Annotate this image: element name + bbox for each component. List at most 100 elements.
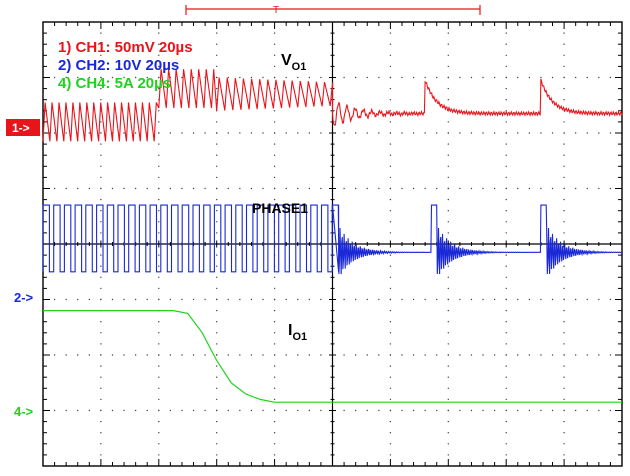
legend-ch4: 4) CH4: 5A 20µs <box>58 75 171 92</box>
grid-dot <box>100 176 102 179</box>
grid-dot <box>216 365 218 367</box>
grid-dot <box>273 376 276 378</box>
grid-dot <box>239 409 241 412</box>
grid-dot <box>100 143 102 145</box>
grid-dot <box>493 298 496 301</box>
grid-dot <box>100 376 102 378</box>
grid-dot <box>273 398 276 401</box>
grid-dot <box>273 443 276 445</box>
grid-dot <box>343 354 345 356</box>
grid-dot <box>563 221 565 223</box>
grid-dot <box>389 365 392 367</box>
grid-dot <box>563 76 565 79</box>
grid-dot <box>389 154 392 156</box>
grid-dot <box>158 343 160 345</box>
grid-dot <box>389 276 392 278</box>
grid-dot <box>517 76 519 79</box>
grid-dot <box>100 76 102 79</box>
grid-dot <box>158 154 160 156</box>
grid-dot <box>343 187 345 190</box>
grid-dot <box>158 298 160 301</box>
grid-dot <box>505 298 507 301</box>
grid-dot <box>551 354 554 356</box>
grid-dot <box>354 354 357 356</box>
grid-dot <box>389 110 392 112</box>
grid-dot <box>192 76 195 79</box>
grid-dot <box>493 187 496 190</box>
grid-dot <box>320 409 322 412</box>
grid-dot <box>343 76 345 79</box>
grid-dot <box>412 187 415 190</box>
grid-dot <box>459 132 461 134</box>
grid-dot <box>389 165 392 167</box>
grid-dot <box>470 409 473 412</box>
grid-dot <box>111 187 114 190</box>
grid-dot <box>389 387 392 389</box>
grid-dot <box>598 76 600 79</box>
grid-dot <box>366 409 368 412</box>
grid-dot <box>505 454 507 456</box>
grid-dot <box>273 420 276 423</box>
grid-dot <box>563 187 565 190</box>
grid-dot <box>389 265 392 267</box>
grid-dot <box>308 409 311 412</box>
grid-dot <box>216 321 218 323</box>
grid-dot <box>563 43 565 45</box>
grid-dot <box>540 76 542 79</box>
grid-dot <box>192 409 195 412</box>
grid-dot <box>239 354 241 356</box>
grid-dot <box>216 276 218 278</box>
grid-dot <box>134 132 137 134</box>
grid-dot <box>447 365 449 367</box>
grid-dot <box>505 43 507 45</box>
vo1-sub: O1 <box>292 61 307 73</box>
grid-dot <box>181 354 183 356</box>
grid-dot <box>517 298 519 301</box>
grid-dot <box>505 398 507 401</box>
grid-dot <box>389 132 392 134</box>
grid-dot <box>528 132 531 134</box>
grid-dot <box>204 187 206 190</box>
grid-dot <box>273 287 276 290</box>
grid-dot <box>447 143 449 145</box>
grid-dot <box>320 187 322 190</box>
legend-ch2: 2) CH2: 10V 20µs <box>58 57 179 74</box>
grid-dot <box>216 221 218 223</box>
grid-dot <box>100 121 102 123</box>
grid-dot <box>285 409 287 412</box>
grid-dot <box>216 165 218 167</box>
grid-dot <box>505 376 507 378</box>
grid-dot <box>216 454 218 456</box>
grid-dot <box>158 321 160 323</box>
grid-dot <box>134 187 137 190</box>
grid-dot <box>77 76 79 79</box>
grid-dot <box>389 420 392 423</box>
grid-dot <box>273 321 276 323</box>
grid-dot <box>412 409 415 412</box>
grid-dot <box>100 454 102 456</box>
grid-dot <box>517 132 519 134</box>
grid-dot <box>389 198 392 201</box>
grid-dot <box>482 76 484 79</box>
grid-dot <box>227 132 229 134</box>
grid-dot <box>389 287 392 290</box>
grid-dot <box>53 76 56 79</box>
grid-dot <box>447 43 449 45</box>
grid-dot <box>216 420 218 423</box>
grid-dot <box>273 387 276 389</box>
grid-dot <box>482 354 484 356</box>
grid-dot <box>401 132 403 134</box>
grid-dot <box>273 332 276 334</box>
grid-dot <box>158 176 160 179</box>
grid-dot <box>134 409 137 412</box>
grid-dot <box>447 387 449 389</box>
grid-dot <box>389 332 392 334</box>
grid-dot <box>505 343 507 345</box>
grid-dot <box>389 43 392 45</box>
grid-dot <box>88 409 91 412</box>
grid-dot <box>158 221 160 223</box>
grid-dot <box>401 409 403 412</box>
grid-dot <box>134 298 137 301</box>
grid-dot <box>401 298 403 301</box>
grid-dot <box>88 132 91 134</box>
